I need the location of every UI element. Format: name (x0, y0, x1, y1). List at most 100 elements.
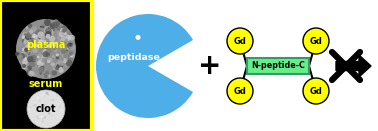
FancyArrow shape (336, 55, 371, 77)
Circle shape (68, 58, 71, 61)
Circle shape (61, 36, 66, 41)
Circle shape (50, 99, 53, 101)
Text: plasma: plasma (26, 40, 66, 50)
Circle shape (42, 27, 46, 31)
Circle shape (65, 35, 69, 39)
Circle shape (30, 103, 33, 105)
Circle shape (51, 24, 53, 27)
Circle shape (35, 29, 42, 36)
Circle shape (66, 53, 71, 57)
Circle shape (54, 45, 57, 49)
Circle shape (33, 98, 34, 100)
Circle shape (29, 39, 34, 45)
Circle shape (67, 60, 69, 63)
Circle shape (67, 31, 71, 36)
Circle shape (58, 31, 64, 37)
Circle shape (41, 35, 43, 37)
Circle shape (30, 101, 31, 102)
Circle shape (56, 53, 59, 56)
Circle shape (17, 53, 20, 57)
Circle shape (46, 53, 50, 57)
Circle shape (40, 122, 41, 123)
Text: peptidase: peptidase (108, 53, 160, 62)
Circle shape (22, 36, 25, 39)
Circle shape (24, 33, 26, 35)
Circle shape (38, 38, 43, 43)
Circle shape (22, 60, 27, 65)
Circle shape (26, 43, 32, 49)
Circle shape (51, 42, 56, 47)
Circle shape (41, 58, 46, 63)
Circle shape (39, 37, 41, 40)
Circle shape (47, 60, 50, 63)
Circle shape (31, 56, 33, 58)
Circle shape (64, 51, 68, 55)
Circle shape (64, 39, 66, 41)
Circle shape (65, 39, 68, 42)
Circle shape (56, 45, 59, 47)
Circle shape (56, 56, 59, 59)
Circle shape (42, 118, 43, 119)
Circle shape (33, 48, 38, 53)
Circle shape (227, 28, 253, 54)
Circle shape (58, 68, 64, 73)
Circle shape (43, 40, 46, 43)
Circle shape (32, 59, 36, 62)
Circle shape (51, 46, 54, 49)
Circle shape (60, 26, 67, 32)
Circle shape (58, 37, 64, 43)
Circle shape (64, 44, 65, 46)
Circle shape (46, 48, 52, 54)
Circle shape (56, 118, 57, 119)
Circle shape (48, 27, 50, 29)
Circle shape (45, 54, 49, 58)
Circle shape (49, 106, 52, 109)
Circle shape (60, 40, 66, 46)
Circle shape (27, 56, 33, 62)
Circle shape (42, 61, 46, 65)
Circle shape (64, 58, 68, 62)
Circle shape (45, 71, 49, 75)
Circle shape (39, 67, 44, 72)
Circle shape (38, 100, 41, 102)
Text: N-peptide-C: N-peptide-C (251, 61, 305, 70)
Circle shape (29, 71, 33, 74)
Circle shape (48, 112, 51, 115)
Circle shape (51, 70, 57, 76)
Circle shape (44, 28, 50, 33)
Circle shape (29, 51, 32, 53)
Circle shape (23, 33, 27, 37)
Circle shape (22, 48, 26, 52)
Circle shape (31, 26, 37, 32)
Circle shape (28, 24, 33, 28)
Circle shape (66, 60, 73, 66)
Circle shape (23, 40, 27, 44)
Circle shape (27, 40, 33, 46)
Circle shape (49, 97, 50, 98)
Circle shape (39, 67, 44, 72)
Circle shape (54, 121, 55, 122)
Circle shape (56, 45, 60, 49)
Circle shape (16, 19, 76, 79)
Text: serum: serum (29, 79, 63, 89)
Circle shape (31, 27, 35, 31)
Circle shape (57, 103, 59, 105)
Circle shape (23, 48, 29, 54)
Circle shape (48, 94, 49, 95)
Circle shape (54, 50, 57, 52)
Circle shape (45, 30, 49, 35)
Circle shape (38, 100, 39, 101)
Circle shape (25, 50, 29, 54)
Circle shape (58, 35, 60, 37)
Circle shape (28, 113, 30, 115)
Circle shape (45, 21, 47, 24)
Circle shape (60, 31, 65, 35)
Circle shape (57, 39, 62, 44)
Circle shape (57, 98, 59, 99)
Circle shape (62, 54, 66, 58)
Circle shape (69, 44, 75, 50)
Bar (0, 0, 92, 131)
Circle shape (36, 101, 37, 103)
Circle shape (23, 38, 28, 43)
Circle shape (37, 118, 39, 119)
